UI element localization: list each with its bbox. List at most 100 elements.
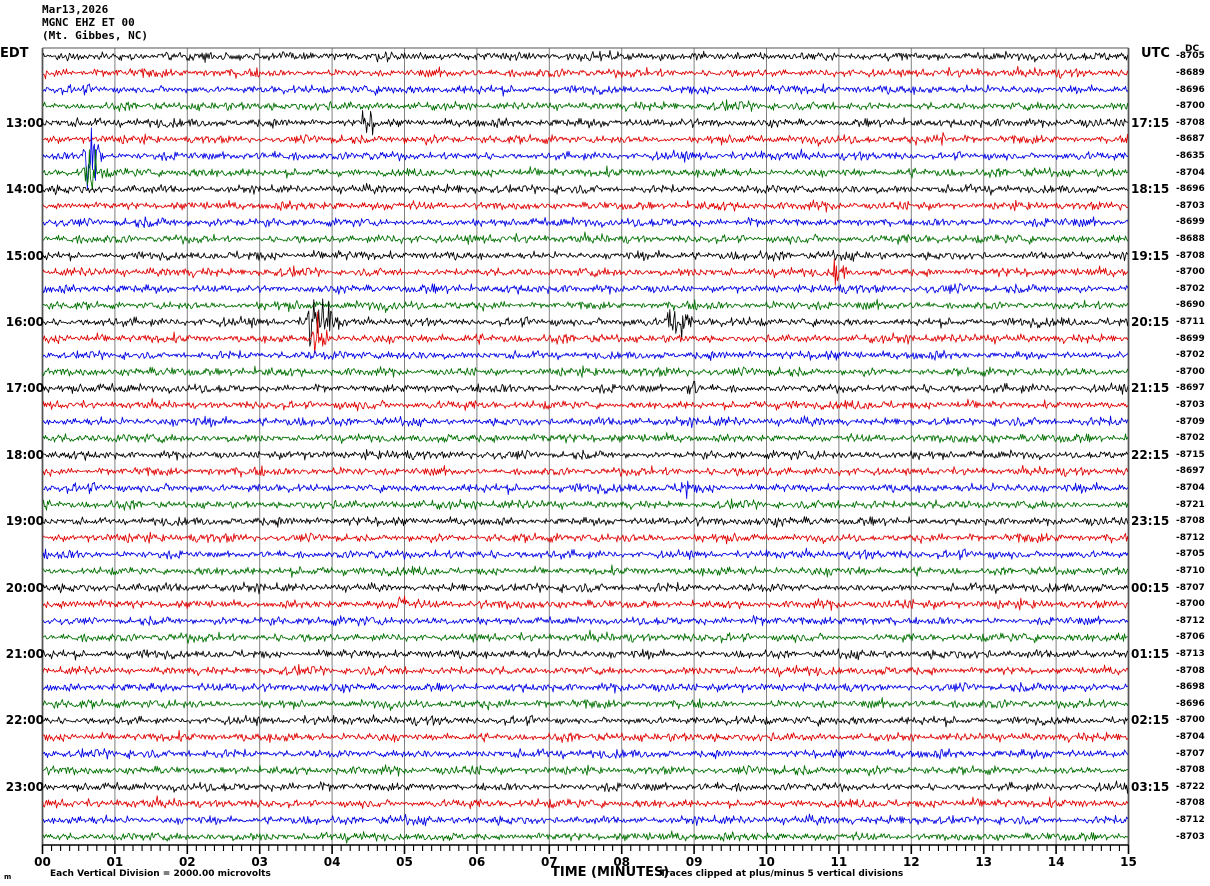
trace-line bbox=[42, 282, 1129, 295]
trace-line bbox=[42, 595, 1129, 611]
trace-line bbox=[42, 109, 1129, 136]
left-time-label: 22:00 bbox=[5, 713, 44, 728]
x-tick-label: 11 bbox=[830, 855, 848, 869]
dc-column-header: DC bbox=[1185, 44, 1200, 54]
right-time-label: 00:15 bbox=[1131, 580, 1170, 595]
trace-line bbox=[42, 132, 1129, 147]
dc-value-label: -8703 bbox=[1176, 831, 1205, 842]
trace-line bbox=[42, 365, 1129, 378]
trace-line bbox=[42, 764, 1129, 777]
x-tick-label: 07 bbox=[540, 855, 558, 869]
x-tick-label: 02 bbox=[178, 855, 196, 869]
plot-border bbox=[41, 47, 1130, 845]
trace-line bbox=[42, 311, 1129, 354]
trace-line bbox=[42, 813, 1129, 827]
right-time-label: 23:15 bbox=[1131, 514, 1170, 529]
x-tick-label: 06 bbox=[468, 855, 486, 869]
dc-value-label: -8712 bbox=[1176, 532, 1205, 543]
right-timezone-label: UTC bbox=[1141, 46, 1170, 61]
trace-group bbox=[42, 50, 1129, 844]
trace-line bbox=[42, 83, 1129, 97]
dc-value-label: -8721 bbox=[1176, 499, 1205, 510]
trace-line bbox=[42, 648, 1129, 661]
x-tick-label: 12 bbox=[902, 855, 920, 869]
dc-value-label: -8704 bbox=[1176, 167, 1205, 178]
scale-prefix-label: m bbox=[4, 873, 12, 881]
dc-value-label: -8697 bbox=[1176, 466, 1205, 477]
trace-line bbox=[42, 531, 1129, 545]
x-tick-label: 10 bbox=[758, 855, 775, 869]
left-time-label: 19:00 bbox=[5, 514, 44, 529]
dc-value-label: -8698 bbox=[1176, 682, 1205, 693]
dc-value-label: -8699 bbox=[1176, 333, 1205, 344]
right-time-label: 19:15 bbox=[1131, 248, 1170, 263]
right-time-label: 17:15 bbox=[1131, 115, 1170, 130]
left-timezone-label: EDT bbox=[0, 46, 29, 61]
dc-value-label: -8722 bbox=[1176, 781, 1205, 792]
dc-value-label: -8689 bbox=[1176, 67, 1205, 78]
trace-line bbox=[42, 498, 1129, 511]
trace-line bbox=[42, 298, 1129, 347]
dc-value-label: -8708 bbox=[1176, 250, 1205, 261]
right-time-label: 22:15 bbox=[1131, 447, 1170, 462]
dc-value-label: -8712 bbox=[1176, 815, 1205, 826]
trace-line bbox=[42, 663, 1129, 678]
trace-line bbox=[42, 397, 1129, 412]
dc-value-label: -8708 bbox=[1176, 117, 1205, 128]
dc-value-label: -8696 bbox=[1176, 184, 1205, 195]
trace-line bbox=[42, 432, 1129, 444]
dc-value-label: -8697 bbox=[1176, 383, 1205, 394]
dc-value-label: -8700 bbox=[1176, 715, 1205, 726]
plot-frame bbox=[42, 48, 1129, 845]
right-time-label: 03:15 bbox=[1131, 779, 1170, 794]
trace-line bbox=[42, 564, 1129, 578]
dc-value-label: -8700 bbox=[1176, 366, 1205, 377]
left-time-label: 23:00 bbox=[5, 779, 44, 794]
left-time-label: 14:00 bbox=[5, 182, 44, 197]
trace-line bbox=[42, 50, 1129, 64]
dc-value-label: -8707 bbox=[1176, 748, 1205, 759]
x-tick-label: 08 bbox=[613, 855, 631, 869]
x-tick-label: 04 bbox=[323, 855, 341, 869]
x-tick-label: 13 bbox=[975, 855, 993, 869]
trace-line bbox=[42, 714, 1129, 728]
right-time-label: 01:15 bbox=[1131, 647, 1170, 662]
dc-value-label: -8699 bbox=[1176, 217, 1205, 228]
dc-value-label: -8708 bbox=[1176, 516, 1205, 527]
clip-note: Traces clipped at plus/minus 5 vertical … bbox=[660, 869, 904, 879]
trace-line bbox=[42, 516, 1129, 528]
trace-line bbox=[42, 697, 1129, 711]
x-tick-label: 15 bbox=[1120, 855, 1137, 869]
trace-line bbox=[42, 729, 1129, 743]
trace-line bbox=[42, 65, 1129, 80]
dc-value-label: -8710 bbox=[1176, 566, 1205, 577]
right-time-label: 20:15 bbox=[1131, 314, 1170, 329]
right-time-label: 02:15 bbox=[1131, 713, 1170, 728]
trace-line bbox=[42, 127, 1129, 190]
dc-value-label: -8703 bbox=[1176, 399, 1205, 410]
trace-line bbox=[42, 349, 1129, 362]
trace-line bbox=[42, 629, 1129, 644]
trace-line bbox=[42, 415, 1129, 429]
trace-line bbox=[42, 258, 1129, 286]
left-time-label: 20:00 bbox=[5, 580, 44, 595]
x-tick-label: 00 bbox=[34, 855, 51, 869]
left-time-label: 15:00 bbox=[5, 248, 44, 263]
trace-line bbox=[42, 231, 1129, 245]
dc-value-label: -8696 bbox=[1176, 84, 1205, 95]
left-time-label: 21:00 bbox=[5, 647, 44, 662]
trace-line bbox=[42, 99, 1129, 112]
trace-line bbox=[42, 681, 1129, 694]
x-tick-label: 03 bbox=[251, 855, 269, 869]
trace-line bbox=[42, 480, 1129, 500]
trace-line bbox=[42, 748, 1129, 760]
dc-value-label: -8708 bbox=[1176, 798, 1205, 809]
dc-value-label: -8711 bbox=[1176, 316, 1205, 327]
header-location: (Mt. Gibbes, NC) bbox=[42, 29, 148, 42]
dc-value-label: -8700 bbox=[1176, 599, 1205, 610]
trace-line bbox=[42, 148, 1129, 191]
x-axis-title: TIME (MINUTES) bbox=[551, 865, 670, 880]
dc-value-label: -8635 bbox=[1176, 150, 1205, 161]
dc-value-label: -8704 bbox=[1176, 483, 1205, 493]
dc-value-label: -8709 bbox=[1176, 416, 1205, 427]
